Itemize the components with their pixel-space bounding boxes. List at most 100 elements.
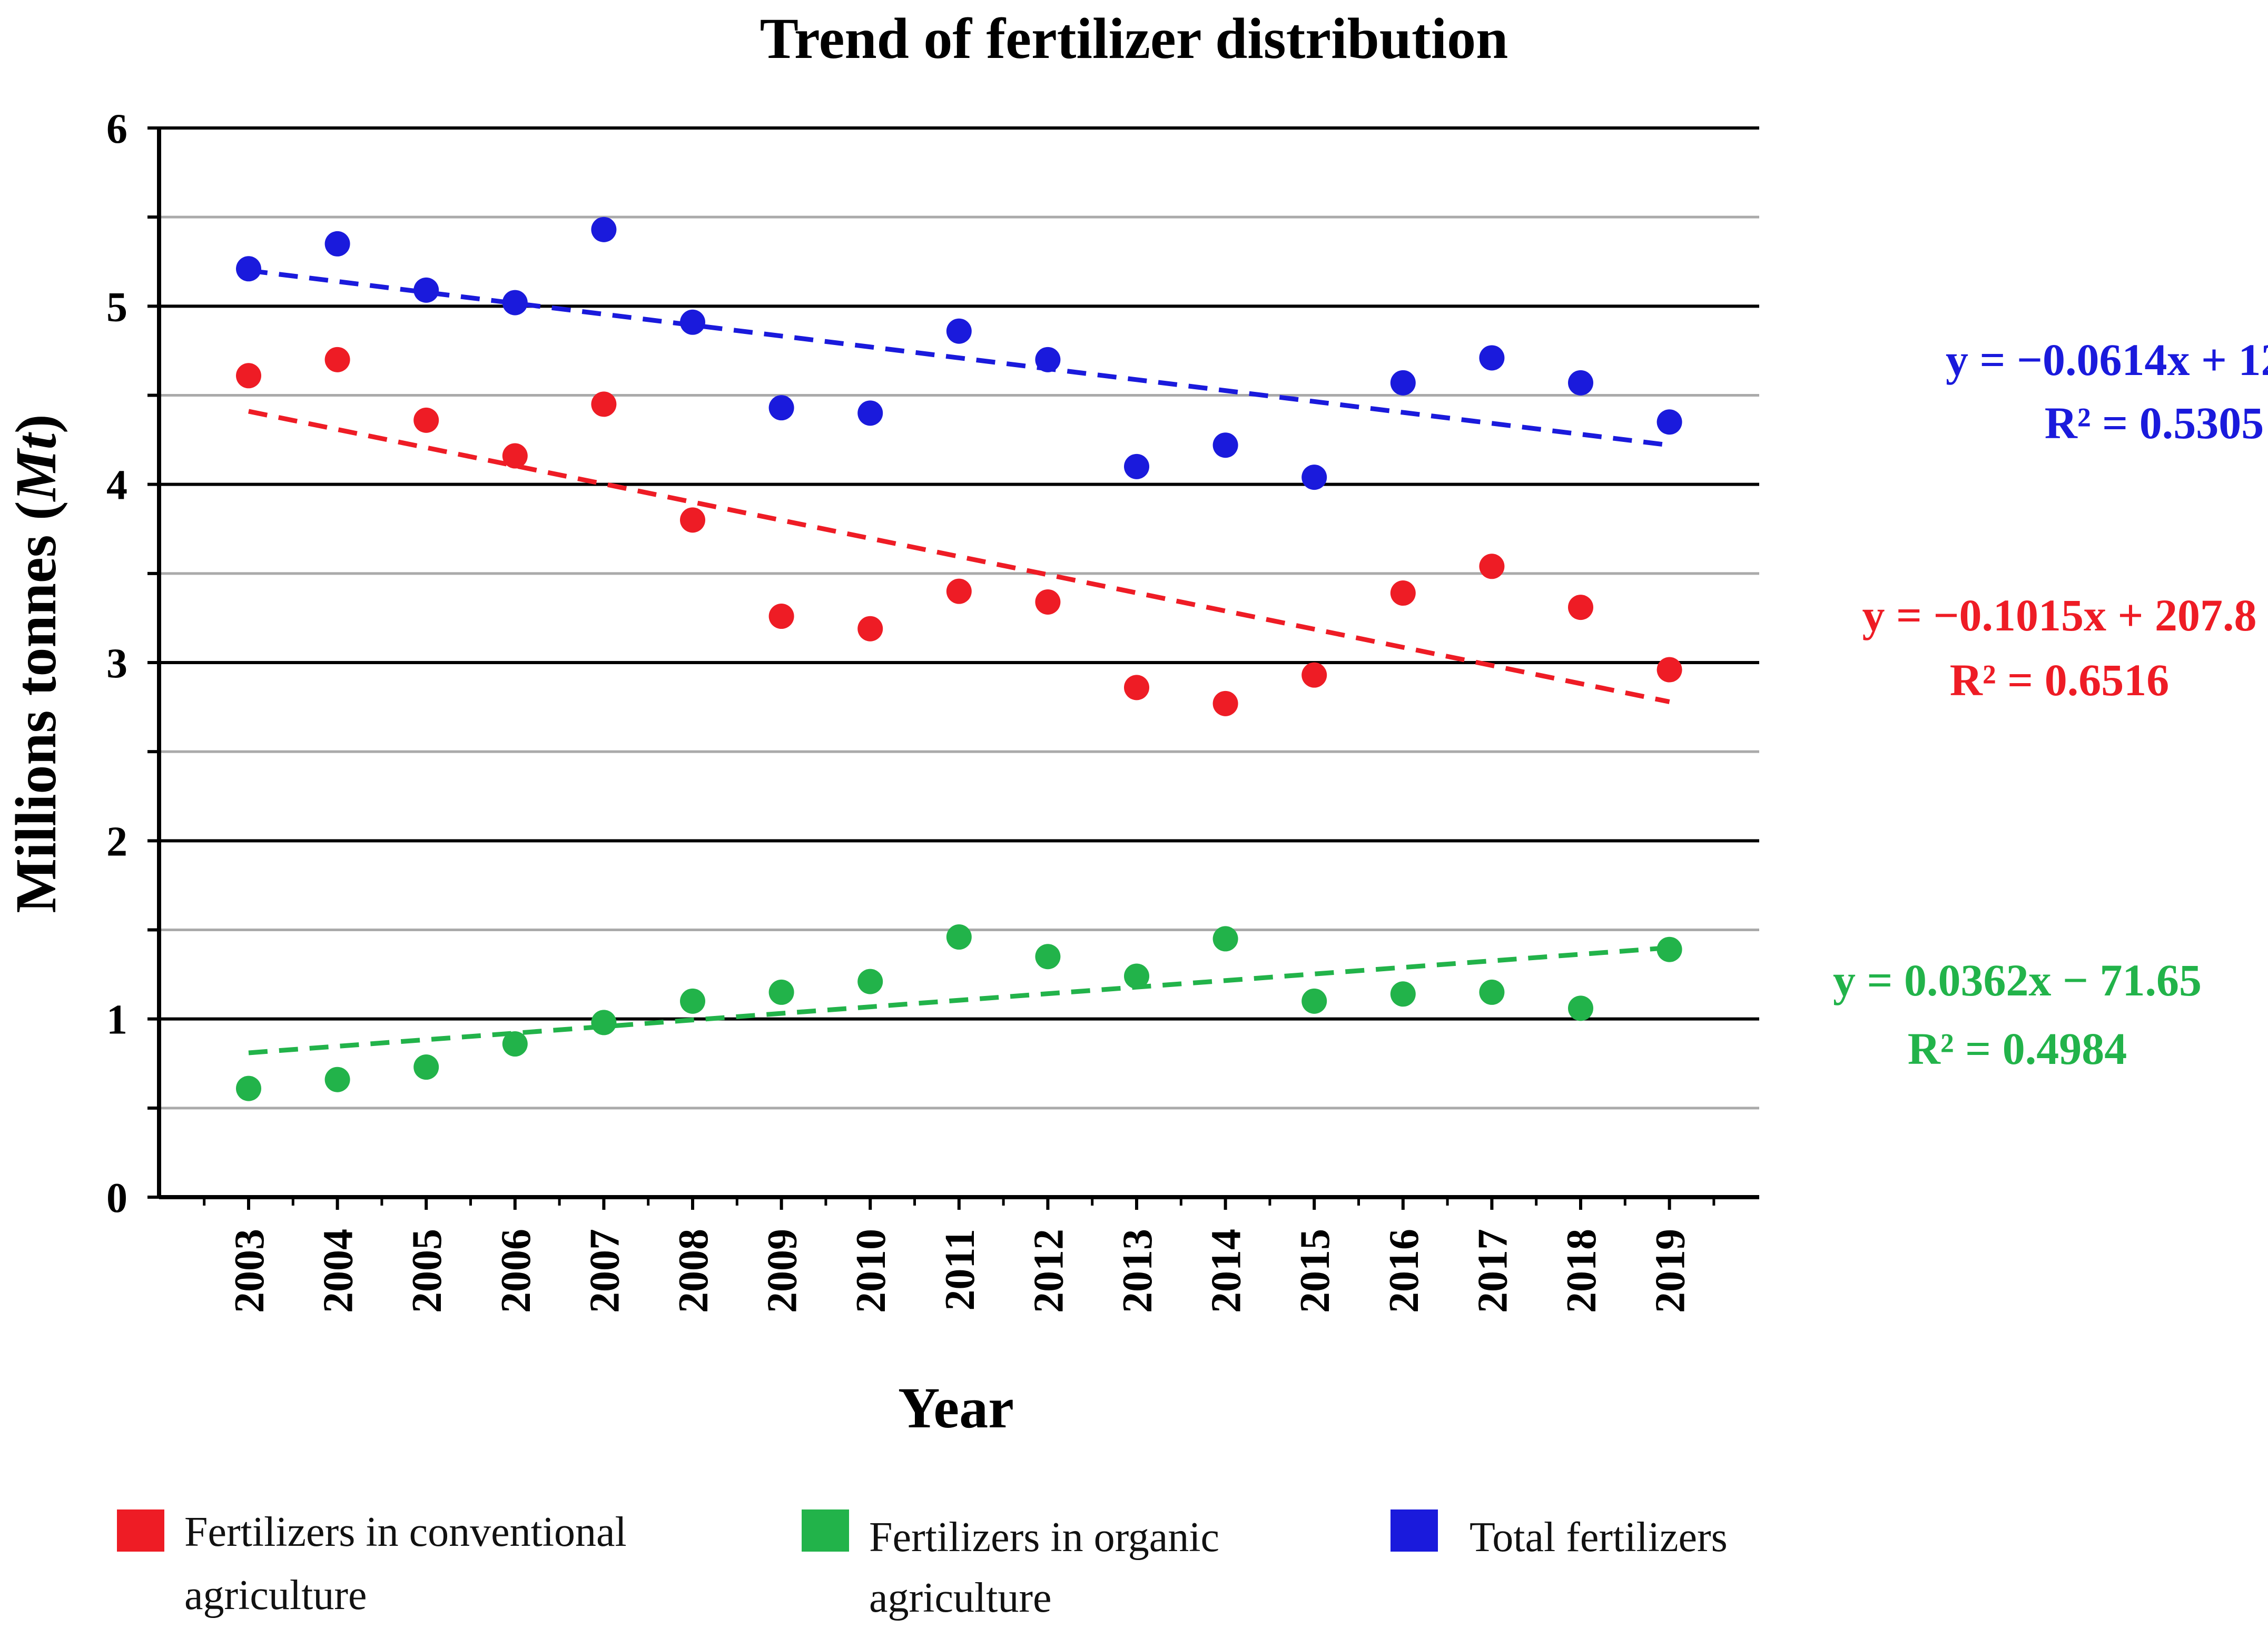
data-point-total xyxy=(857,400,883,426)
x-tick-label: 2018 xyxy=(1559,1229,1605,1313)
data-point-conventional xyxy=(413,407,439,433)
x-tick-label: 2015 xyxy=(1292,1229,1338,1313)
data-point-total xyxy=(1035,347,1061,372)
x-tick-label: 2003 xyxy=(226,1229,273,1313)
x-tick-label: 2012 xyxy=(1025,1229,1072,1313)
legend-swatch-conventional xyxy=(117,1509,164,1552)
data-point-organic xyxy=(1479,979,1505,1005)
gridlines xyxy=(159,126,1759,1110)
data-point-organic xyxy=(768,979,794,1005)
data-point-total xyxy=(591,216,617,242)
y-tick-label: 1 xyxy=(106,997,127,1043)
legend-item-organic: Fertilizers in organic agriculture xyxy=(802,1509,1219,1621)
r2-total-text: R² = 0.5305 xyxy=(2045,398,2264,448)
x-tick-labels: 2003 2004 2005 2006 2007 2008 2009 2010 2011 2012… xyxy=(226,1229,1694,1313)
data-point-conventional xyxy=(1301,662,1327,688)
chart-title: Trend of fertilizer distribution xyxy=(760,6,1508,71)
data-point-total xyxy=(1656,409,1682,435)
data-point-total xyxy=(1212,432,1238,458)
x-tick-label: 2007 xyxy=(581,1229,628,1313)
x-tick-label: 2019 xyxy=(1648,1229,1694,1313)
data-point-conventional xyxy=(236,363,261,389)
y-axis-title-text: Millions tonnes ( xyxy=(4,501,68,913)
data-point-conventional xyxy=(768,604,794,629)
data-point-total xyxy=(1390,370,1416,396)
data-point-organic xyxy=(1656,936,1682,962)
legend: Fertilizers in conventional agriculture … xyxy=(117,1509,1728,1621)
x-tick-label: 2005 xyxy=(404,1229,450,1313)
data-point-conventional xyxy=(1390,580,1416,606)
y-tick-label: 2 xyxy=(106,818,127,865)
data-point-conventional xyxy=(1656,657,1682,683)
legend-item-conventional: Fertilizers in conventional agriculture xyxy=(117,1509,627,1619)
data-point-organic xyxy=(857,969,883,994)
legend-label-organic-line2: agriculture xyxy=(869,1575,1051,1621)
data-point-total xyxy=(680,309,705,335)
data-point-conventional xyxy=(1124,675,1149,700)
x-tick-label: 2008 xyxy=(670,1229,717,1313)
x-tick-label: 2013 xyxy=(1115,1229,1161,1313)
data-point-organic xyxy=(1390,981,1416,1007)
x-axis-title: Year xyxy=(898,1376,1014,1440)
data-point-total xyxy=(324,231,350,256)
data-point-total xyxy=(1479,345,1505,371)
r2-conventional-text: R² = 0.6516 xyxy=(1950,655,2169,705)
data-point-conventional xyxy=(680,507,705,533)
data-point-organic xyxy=(1301,988,1327,1014)
data-point-total xyxy=(413,277,439,303)
legend-label-conventional-line1: Fertilizers in conventional xyxy=(184,1509,627,1555)
data-point-organic xyxy=(236,1075,261,1101)
data-point-total xyxy=(502,290,528,315)
equation-organic-text: y = 0.0362x − 71.65 xyxy=(1833,955,2202,1005)
data-point-organic xyxy=(1124,963,1149,989)
data-point-conventional xyxy=(857,616,883,642)
legend-item-total: Total fertilizers xyxy=(1391,1509,1728,1561)
trendline-total xyxy=(248,268,1670,448)
data-point-total xyxy=(1568,370,1593,396)
y-axis-title-close: ) xyxy=(4,414,68,433)
legend-label-conventional-line2: agriculture xyxy=(184,1572,367,1619)
y-axis-title-unit: Mt xyxy=(4,432,68,502)
x-tick-label: 2004 xyxy=(315,1229,362,1313)
data-point-total xyxy=(768,395,794,421)
data-point-organic xyxy=(591,1010,617,1035)
equation-total-text: y = −0.0614x + 128.13 xyxy=(1946,334,2268,385)
y-tick-label: 4 xyxy=(106,462,127,509)
r2-organic-text: R² = 0.4984 xyxy=(1908,1023,2127,1074)
legend-label-organic-line1: Fertilizers in organic xyxy=(869,1514,1219,1561)
legend-swatch-total xyxy=(1391,1509,1438,1552)
trendline-organic xyxy=(248,945,1670,1055)
data-point-organic xyxy=(946,924,972,950)
x-tick-label: 2009 xyxy=(760,1229,806,1313)
data-point-organic xyxy=(1212,926,1238,952)
legend-label-total: Total fertilizers xyxy=(1470,1514,1728,1561)
x-tick-label: 2017 xyxy=(1470,1229,1516,1313)
data-point-organic xyxy=(1035,944,1061,970)
y-tick-label: 0 xyxy=(106,1175,127,1221)
x-tick-label: 2011 xyxy=(937,1229,983,1311)
equation-conventional: y = −0.1015x + 207.8 R² = 0.6516 xyxy=(1862,590,2256,705)
data-point-total xyxy=(946,318,972,344)
trendline-conventional xyxy=(248,409,1670,704)
y-tick-label: 5 xyxy=(106,284,127,330)
x-tick-label: 2014 xyxy=(1204,1229,1250,1313)
data-point-organic xyxy=(680,988,705,1014)
data-point-conventional xyxy=(1212,690,1238,716)
data-point-conventional xyxy=(591,391,617,417)
data-point-conventional xyxy=(946,578,972,604)
data-point-conventional xyxy=(1035,589,1061,615)
data-point-total xyxy=(236,256,261,282)
x-tick-label: 2010 xyxy=(848,1229,894,1313)
data-point-organic xyxy=(324,1067,350,1092)
data-point-total xyxy=(1124,453,1149,479)
data-point-conventional xyxy=(502,443,528,469)
y-tick-labels: 0 1 2 3 4 5 6 xyxy=(106,106,127,1221)
y-tick-label: 6 xyxy=(106,106,127,152)
x-tick-label: 2006 xyxy=(493,1229,539,1313)
trendlines xyxy=(248,268,1670,1055)
data-point-conventional xyxy=(1479,554,1505,579)
axes xyxy=(147,126,1759,1210)
y-axis-title: Millions tonnes (Mt) xyxy=(4,414,68,913)
x-tick-label: 2016 xyxy=(1381,1229,1427,1313)
